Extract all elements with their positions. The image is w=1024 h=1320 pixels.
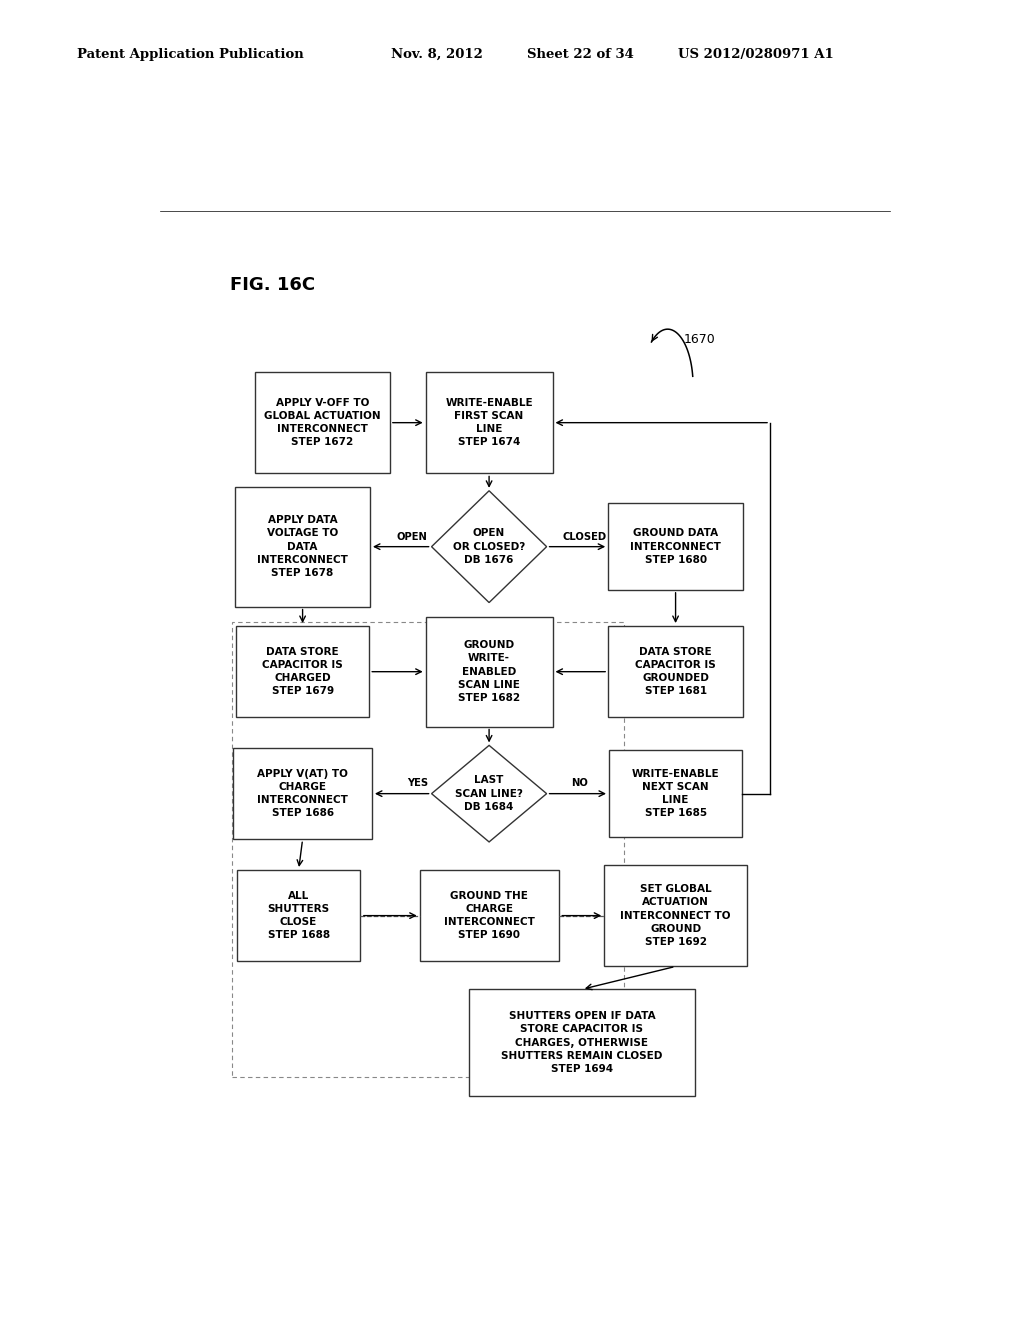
Text: NO: NO	[571, 779, 588, 788]
Text: GROUND
WRITE-
ENABLED
SCAN LINE
STEP 1682: GROUND WRITE- ENABLED SCAN LINE STEP 168…	[458, 640, 520, 704]
FancyBboxPatch shape	[236, 626, 370, 718]
FancyBboxPatch shape	[255, 372, 390, 474]
Text: OPEN
OR CLOSED?
DB 1676: OPEN OR CLOSED? DB 1676	[453, 528, 525, 565]
FancyBboxPatch shape	[233, 748, 372, 840]
Text: SHUTTERS OPEN IF DATA
STORE CAPACITOR IS
CHARGES, OTHERWISE
SHUTTERS REMAIN CLOS: SHUTTERS OPEN IF DATA STORE CAPACITOR IS…	[502, 1011, 663, 1074]
FancyBboxPatch shape	[608, 626, 743, 718]
Text: WRITE-ENABLE
FIRST SCAN
LINE
STEP 1674: WRITE-ENABLE FIRST SCAN LINE STEP 1674	[445, 397, 532, 447]
Text: DATA STORE
CAPACITOR IS
CHARGED
STEP 1679: DATA STORE CAPACITOR IS CHARGED STEP 167…	[262, 647, 343, 697]
Text: Patent Application Publication: Patent Application Publication	[77, 49, 303, 61]
Text: APPLY V(AT) TO
CHARGE
INTERCONNECT
STEP 1686: APPLY V(AT) TO CHARGE INTERCONNECT STEP …	[257, 768, 348, 818]
Text: FIG. 16C: FIG. 16C	[229, 276, 314, 294]
Text: GROUND THE
CHARGE
INTERCONNECT
STEP 1690: GROUND THE CHARGE INTERCONNECT STEP 1690	[443, 891, 535, 940]
Text: US 2012/0280971 A1: US 2012/0280971 A1	[678, 49, 834, 61]
Text: CLOSED: CLOSED	[562, 532, 606, 541]
Text: SET GLOBAL
ACTUATION
INTERCONNECT TO
GROUND
STEP 1692: SET GLOBAL ACTUATION INTERCONNECT TO GRO…	[621, 884, 731, 946]
Polygon shape	[431, 491, 547, 602]
Text: GROUND DATA
INTERCONNECT
STEP 1680: GROUND DATA INTERCONNECT STEP 1680	[630, 528, 721, 565]
FancyBboxPatch shape	[420, 870, 558, 961]
Text: LAST
SCAN LINE?
DB 1684: LAST SCAN LINE? DB 1684	[455, 775, 523, 812]
Text: DATA STORE
CAPACITOR IS
GROUNDED
STEP 1681: DATA STORE CAPACITOR IS GROUNDED STEP 16…	[635, 647, 716, 697]
FancyBboxPatch shape	[426, 372, 553, 474]
Text: ALL
SHUTTERS
CLOSE
STEP 1688: ALL SHUTTERS CLOSE STEP 1688	[267, 891, 330, 940]
Text: Nov. 8, 2012: Nov. 8, 2012	[391, 49, 483, 61]
Text: WRITE-ENABLE
NEXT SCAN
LINE
STEP 1685: WRITE-ENABLE NEXT SCAN LINE STEP 1685	[632, 768, 720, 818]
FancyBboxPatch shape	[236, 487, 370, 607]
Text: OPEN: OPEN	[396, 532, 428, 541]
Text: Sheet 22 of 34: Sheet 22 of 34	[527, 49, 634, 61]
Text: APPLY DATA
VOLTAGE TO
DATA
INTERCONNECT
STEP 1678: APPLY DATA VOLTAGE TO DATA INTERCONNECT …	[257, 515, 348, 578]
Polygon shape	[431, 746, 547, 842]
FancyBboxPatch shape	[426, 616, 553, 726]
FancyBboxPatch shape	[238, 870, 360, 961]
FancyBboxPatch shape	[609, 751, 742, 837]
FancyBboxPatch shape	[469, 989, 695, 1096]
Text: APPLY V-OFF TO
GLOBAL ACTUATION
INTERCONNECT
STEP 1672: APPLY V-OFF TO GLOBAL ACTUATION INTERCON…	[264, 397, 381, 447]
FancyBboxPatch shape	[608, 503, 743, 590]
Text: 1670: 1670	[684, 333, 716, 346]
Text: YES: YES	[408, 779, 428, 788]
FancyBboxPatch shape	[604, 865, 748, 966]
